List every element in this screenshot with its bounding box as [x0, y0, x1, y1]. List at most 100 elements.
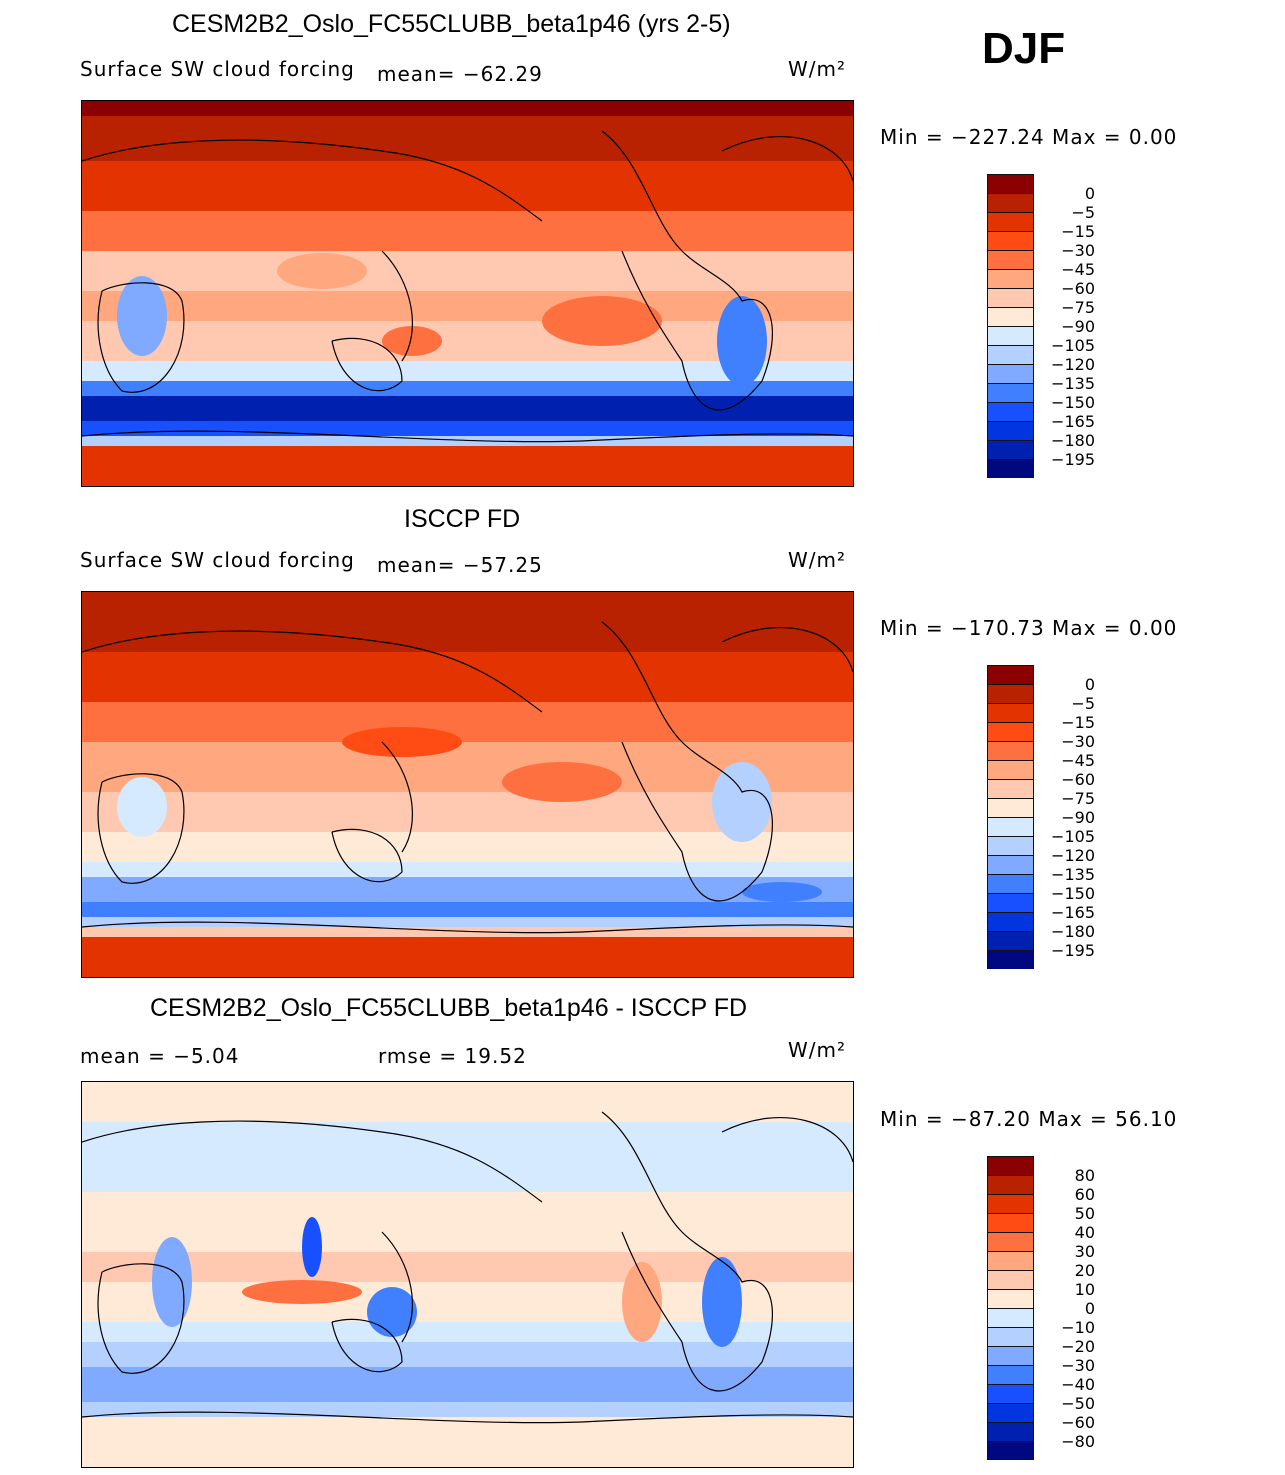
- coastline: [81, 1411, 854, 1424]
- colorbar-label: −75: [1061, 789, 1095, 808]
- coastline: [601, 621, 773, 902]
- contour-region: [717, 296, 767, 386]
- contour-band: [82, 396, 853, 421]
- colorbar-box: [987, 741, 1034, 760]
- coastline: [721, 627, 854, 673]
- panel2-units: W/m²: [788, 548, 847, 572]
- contour-region: [117, 777, 167, 837]
- colorbar-box: [987, 703, 1034, 722]
- coastline: [97, 1263, 185, 1374]
- contour-band: [82, 937, 853, 977]
- contour-band: [82, 361, 853, 381]
- colorbar-box: [987, 798, 1034, 817]
- colorbar-label: −150: [1051, 884, 1095, 903]
- colorbar-label: −10: [1061, 1318, 1095, 1337]
- panel1-minmax: Min = −227.24 Max = 0.00: [880, 125, 1178, 149]
- colorbar-box: [987, 345, 1034, 364]
- colorbar-label: 60: [1074, 1185, 1095, 1204]
- coastline: [81, 430, 854, 443]
- contour-region: [117, 276, 167, 356]
- colorbar-label: −180: [1051, 431, 1095, 450]
- panel1-colorbar: 0 −5 −15 −30 −45 −60 −75 −90 −105 −120 −135 −150 −16…: [987, 174, 1095, 478]
- panel3-mean: mean = −5.04: [80, 1044, 240, 1068]
- contour-band: [82, 1322, 853, 1342]
- colorbar-label: −60: [1061, 279, 1095, 298]
- colorbar-box: [987, 1346, 1034, 1365]
- panel3-units: W/m²: [788, 1038, 847, 1062]
- colorbar-box: [987, 1270, 1034, 1289]
- contour-band: [82, 877, 853, 902]
- contour-band: [82, 1402, 853, 1417]
- colorbar-label: 10: [1074, 1280, 1095, 1299]
- colorbar-box: [987, 950, 1034, 969]
- contour-region: [742, 882, 822, 902]
- contour-band: [82, 446, 853, 486]
- colorbar-label: −80: [1061, 1432, 1095, 1451]
- colorbar-box: [987, 193, 1034, 212]
- colorbar-label: −105: [1051, 827, 1095, 846]
- colorbar-label: 0: [1084, 1299, 1095, 1318]
- colorbar-label: −15: [1061, 222, 1095, 241]
- contour-region: [302, 1217, 322, 1277]
- colorbar-box: [987, 684, 1034, 703]
- colorbar-box: [987, 893, 1034, 912]
- panel1-map: [81, 100, 854, 487]
- coastline: [331, 828, 403, 883]
- panel3-map: [81, 1081, 854, 1468]
- colorbar-box: [987, 364, 1034, 383]
- contour-region: [152, 1237, 192, 1327]
- panel2-colorbar: 0 −5 −15 −30 −45 −60 −75 −90 −105 −120 −135 −150 −16…: [987, 665, 1095, 969]
- coastline: [81, 630, 543, 853]
- panel3-title: CESM2B2_Oslo_FC55CLUBB_beta1p46 - ISCCP …: [150, 994, 748, 1022]
- colorbar-box: [987, 931, 1034, 950]
- colorbar-box: [987, 212, 1034, 231]
- colorbar-box: [987, 288, 1034, 307]
- colorbar-box: [987, 1213, 1034, 1232]
- contour-band: [82, 1122, 853, 1192]
- contour-region: [242, 1280, 362, 1304]
- contour-band: [82, 1342, 853, 1367]
- colorbar-box: [987, 1289, 1034, 1308]
- colorbar-label: 0: [1084, 184, 1095, 203]
- panel3-minmax: Min = −87.20 Max = 56.10: [880, 1107, 1178, 1131]
- contour-region: [277, 253, 367, 289]
- contour-band: [82, 902, 853, 917]
- contour-band: [82, 421, 853, 436]
- contour-band: [82, 1417, 853, 1467]
- colorbar-box: [987, 1441, 1034, 1460]
- coastline: [721, 136, 854, 182]
- colorbar-label: 20: [1074, 1261, 1095, 1280]
- colorbar-box: [987, 874, 1034, 893]
- colorbar-box: [987, 1422, 1034, 1441]
- colorbar-label: −180: [1051, 922, 1095, 941]
- colorbar-label: −105: [1051, 336, 1095, 355]
- colorbar-label: −135: [1051, 865, 1095, 884]
- colorbar-box: [987, 459, 1034, 478]
- colorbar-label: 40: [1074, 1223, 1095, 1242]
- colorbar-label: 30: [1074, 1242, 1095, 1261]
- contour-region: [622, 1262, 662, 1342]
- colorbar-label: −165: [1051, 903, 1095, 922]
- colorbar-box: [987, 817, 1034, 836]
- colorbar-label: −165: [1051, 412, 1095, 431]
- panel2-mean: mean= −57.25: [377, 553, 543, 577]
- colorbar-label: −50: [1061, 1394, 1095, 1413]
- panel2-title: ISCCP FD: [404, 505, 521, 533]
- colorbar-box: [987, 231, 1034, 250]
- colorbar-box: [987, 665, 1034, 684]
- colorbar-label: −195: [1051, 941, 1095, 960]
- contour-region: [712, 762, 772, 842]
- colorbar-box: [987, 1232, 1034, 1251]
- coastline: [601, 1111, 773, 1392]
- colorbar-label: −195: [1051, 450, 1095, 469]
- contour-region: [702, 1257, 742, 1347]
- contour-region: [542, 296, 662, 346]
- colorbar-box: [987, 326, 1034, 345]
- colorbar-box: [987, 1175, 1034, 1194]
- colorbar-box: [987, 421, 1034, 440]
- colorbar-box: [987, 1251, 1034, 1270]
- panel2-variable: Surface SW cloud forcing: [80, 548, 355, 572]
- panel2-map: [81, 591, 854, 978]
- contour-band: [82, 1082, 853, 1122]
- colorbar-label: −90: [1061, 808, 1095, 827]
